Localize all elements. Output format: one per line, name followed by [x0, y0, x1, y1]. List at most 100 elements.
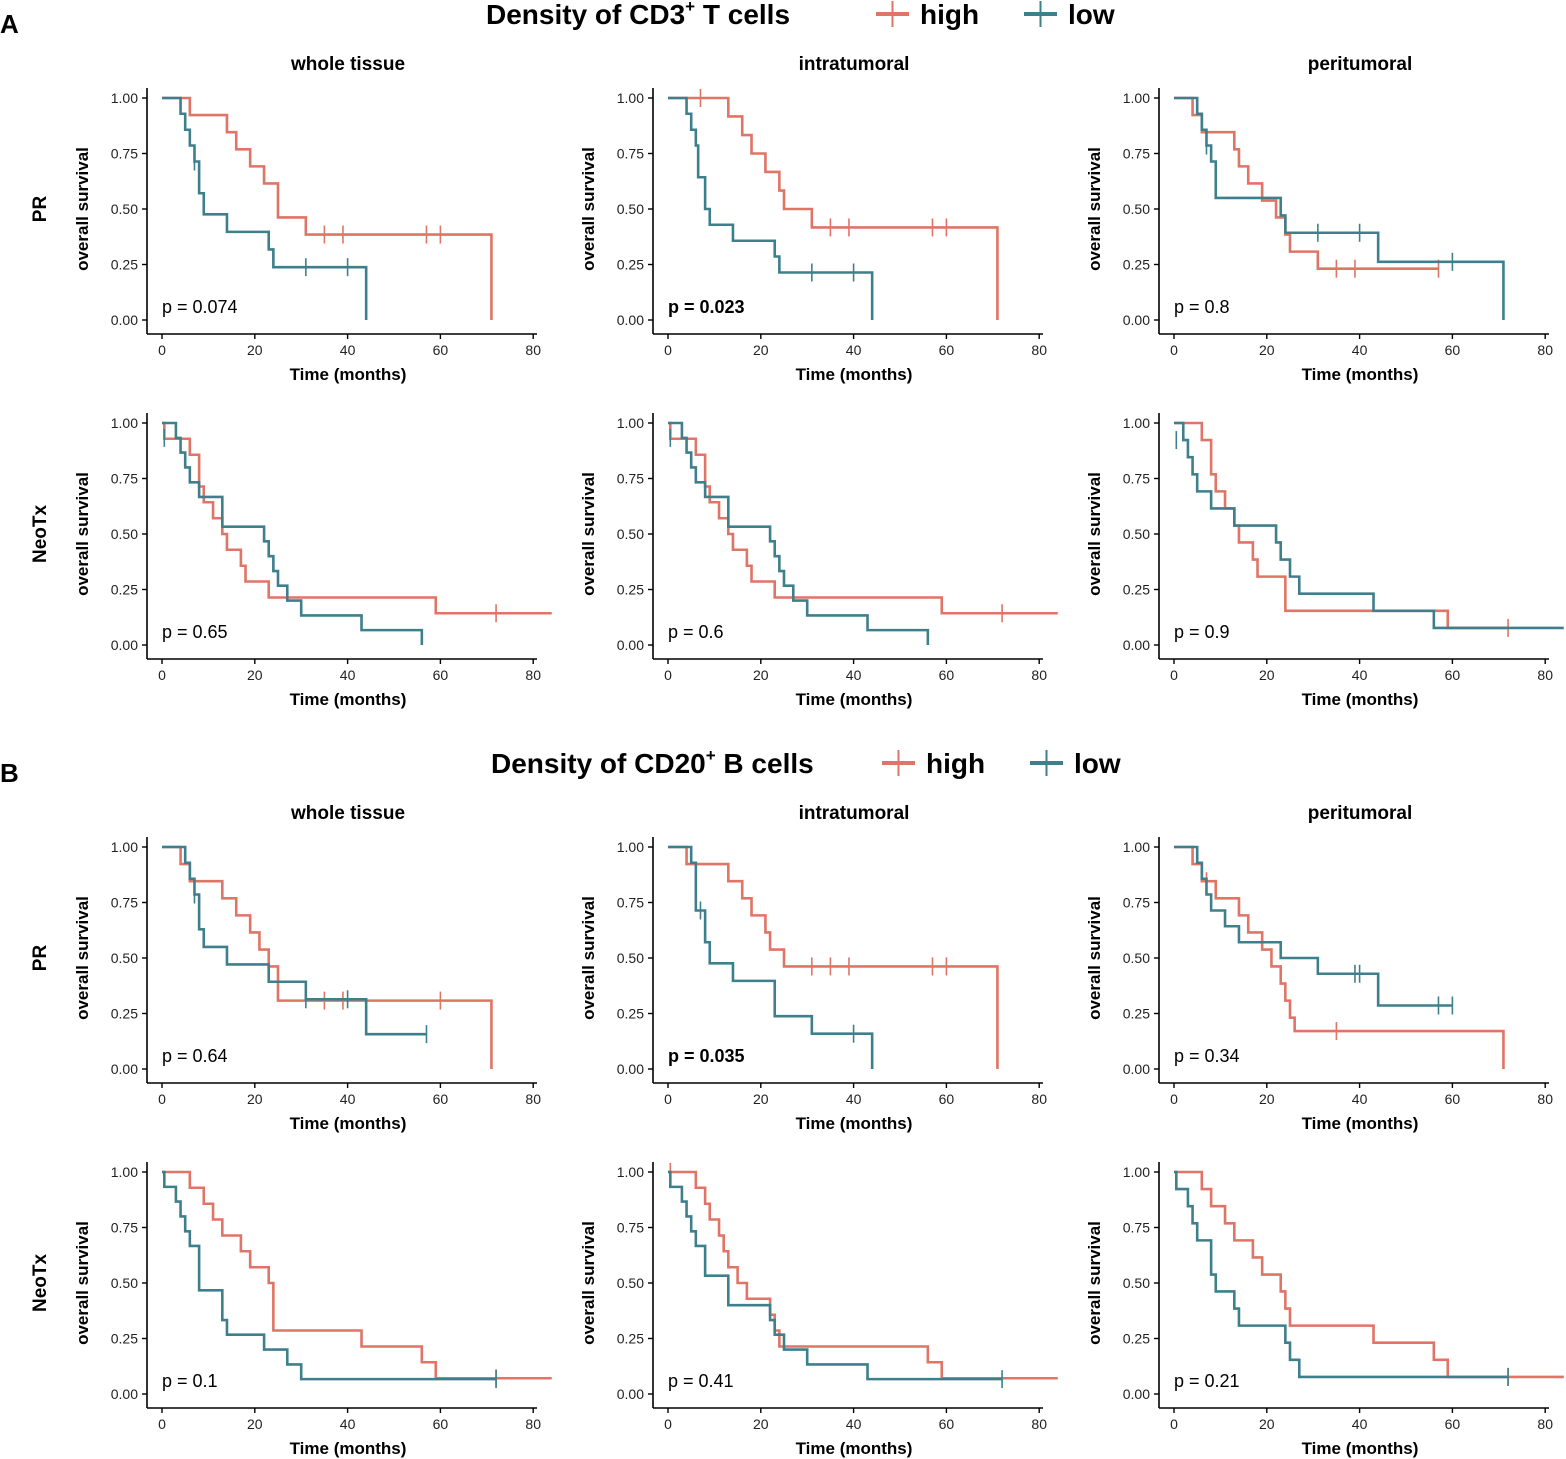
x-tick-label: 20 — [753, 1091, 769, 1107]
y-tick-label: 0.50 — [111, 526, 138, 542]
x-tick-label: 60 — [1445, 342, 1461, 358]
x-tick-label: 80 — [1537, 1091, 1553, 1107]
x-tick-label: 80 — [525, 342, 541, 358]
x-tick-label: 0 — [664, 667, 672, 683]
km-curve-low — [1174, 421, 1564, 630]
y-tick-label: 1.00 — [111, 90, 138, 106]
x-axis-title: Time (months) — [796, 690, 913, 709]
y-tick-label: 0.75 — [617, 895, 644, 911]
km-curve-high — [1174, 421, 1509, 630]
x-tick-label: 60 — [939, 1416, 955, 1432]
x-axis-title: Time (months) — [1302, 1439, 1419, 1458]
x-tick-label: 60 — [433, 667, 449, 683]
y-tick-label: 0.00 — [617, 1061, 644, 1077]
y-tick-label: 0.00 — [617, 312, 644, 328]
y-axis-title: overall survival — [73, 147, 92, 271]
section-b: B Density of CD20+ B cells high low whole ti… — [0, 746, 1564, 1458]
x-tick-label: 0 — [158, 667, 166, 683]
km-curve-low — [668, 1170, 1003, 1381]
x-tick-label: 20 — [1259, 1416, 1275, 1432]
x-tick-label: 80 — [1537, 667, 1553, 683]
x-axis-title: Time (months) — [796, 1114, 913, 1133]
y-axis-title: overall survival — [73, 472, 92, 596]
km-curve-high — [668, 1170, 1058, 1380]
km-curve-low — [1174, 845, 1453, 1007]
y-tick-label: 1.00 — [1123, 1164, 1150, 1180]
x-tick-label: 20 — [753, 1416, 769, 1432]
x-tick-label: 20 — [1259, 342, 1275, 358]
y-tick-label: 0.75 — [111, 146, 138, 162]
x-tick-label: 0 — [158, 1416, 166, 1432]
x-tick-label: 20 — [247, 342, 263, 358]
section-a: A Density of CD3+ T cells high low whole tis… — [0, 0, 1564, 709]
y-tick-label: 0.25 — [1123, 1006, 1150, 1022]
y-tick-label: 0.75 — [1123, 895, 1150, 911]
x-tick-label: 40 — [340, 1416, 356, 1432]
y-tick-label: 1.00 — [1123, 90, 1150, 106]
y-tick-label: 0.75 — [1123, 471, 1150, 487]
row-label: NeoTx — [30, 505, 51, 564]
panel-neotx-peritumoral: 0.00 0.25 0.50 0.75 1.00 0 20 40 60 80 Time (month… — [1085, 1162, 1564, 1458]
y-tick-label: 0.00 — [617, 637, 644, 653]
y-tick-label: 0.50 — [1123, 526, 1150, 542]
p-value: p = 0.34 — [1174, 1046, 1240, 1066]
y-tick-label: 1.00 — [111, 839, 138, 855]
x-tick-label: 20 — [753, 667, 769, 683]
x-tick-label: 40 — [846, 1416, 862, 1432]
y-axis-title: overall survival — [73, 1221, 92, 1345]
y-tick-label: 0.75 — [111, 471, 138, 487]
km-curve-high — [1174, 1170, 1564, 1379]
column-title: intratumoral — [799, 803, 910, 824]
p-value: p = 0.074 — [162, 297, 238, 317]
x-tick-label: 80 — [1031, 667, 1047, 683]
y-tick-label: 0.25 — [617, 257, 644, 273]
km-curve-high — [668, 421, 1058, 615]
y-tick-label: 1.00 — [111, 415, 138, 431]
p-value: p = 0.41 — [668, 1371, 734, 1391]
y-tick-label: 1.00 — [617, 1164, 644, 1180]
x-tick-label: 60 — [1445, 1416, 1461, 1432]
panel-pr-peritumoral: 0.00 0.25 0.50 0.75 1.00 0 20 40 60 80 Time (month… — [1085, 837, 1553, 1133]
km-curve-low — [162, 96, 368, 320]
panel-neotx-whole-tissue: 0.00 0.25 0.50 0.75 1.00 0 20 40 60 80 Time (month… — [73, 1162, 552, 1458]
y-tick-label: 0.50 — [111, 1275, 138, 1291]
x-tick-label: 60 — [433, 1091, 449, 1107]
y-tick-label: 0.75 — [617, 146, 644, 162]
y-tick-label: 0.25 — [1123, 1331, 1150, 1347]
km-curve-low — [668, 421, 930, 645]
legend-low: low — [1024, 0, 1115, 30]
y-tick-label: 0.25 — [617, 1331, 644, 1347]
x-tick-label: 60 — [939, 667, 955, 683]
y-tick-label: 1.00 — [111, 1164, 138, 1180]
row-label: NeoTx — [30, 1254, 51, 1313]
x-tick-label: 40 — [340, 667, 356, 683]
y-tick-label: 0.75 — [617, 471, 644, 487]
x-tick-label: 0 — [158, 342, 166, 358]
x-tick-label: 40 — [1352, 342, 1368, 358]
panel-pr-peritumoral: 0.00 0.25 0.50 0.75 1.00 0 20 40 60 80 Time (month… — [1085, 88, 1553, 384]
y-tick-label: 0.00 — [1123, 312, 1150, 328]
x-tick-label: 20 — [247, 1091, 263, 1107]
km-curve-low — [1174, 1170, 1509, 1379]
y-tick-label: 0.00 — [617, 1386, 644, 1402]
x-axis-title: Time (months) — [290, 365, 407, 384]
x-tick-label: 20 — [753, 342, 769, 358]
y-tick-label: 0.75 — [617, 1220, 644, 1236]
x-tick-label: 40 — [1352, 667, 1368, 683]
y-tick-label: 0.50 — [1123, 1275, 1150, 1291]
y-axis-title: overall survival — [1085, 1221, 1104, 1345]
panel-letter: A — [0, 9, 19, 39]
x-axis-title: Time (months) — [1302, 1114, 1419, 1133]
column-title: peritumoral — [1308, 803, 1413, 824]
km-curve-high — [162, 845, 493, 1069]
panel-pr-intratumoral: 0.00 0.25 0.50 0.75 1.00 0 20 40 60 80 Time (month… — [579, 88, 1047, 384]
x-tick-label: 60 — [939, 342, 955, 358]
legend-high-label: high — [920, 0, 979, 30]
x-tick-label: 80 — [1031, 342, 1047, 358]
column-title: whole tissue — [290, 54, 405, 75]
y-tick-label: 0.50 — [1123, 201, 1150, 217]
x-tick-label: 20 — [247, 667, 263, 683]
y-tick-label: 0.25 — [111, 1331, 138, 1347]
x-axis-title: Time (months) — [290, 1439, 407, 1458]
